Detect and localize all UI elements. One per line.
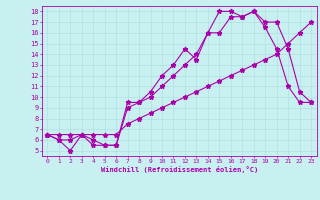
X-axis label: Windchill (Refroidissement éolien,°C): Windchill (Refroidissement éolien,°C) — [100, 166, 258, 173]
